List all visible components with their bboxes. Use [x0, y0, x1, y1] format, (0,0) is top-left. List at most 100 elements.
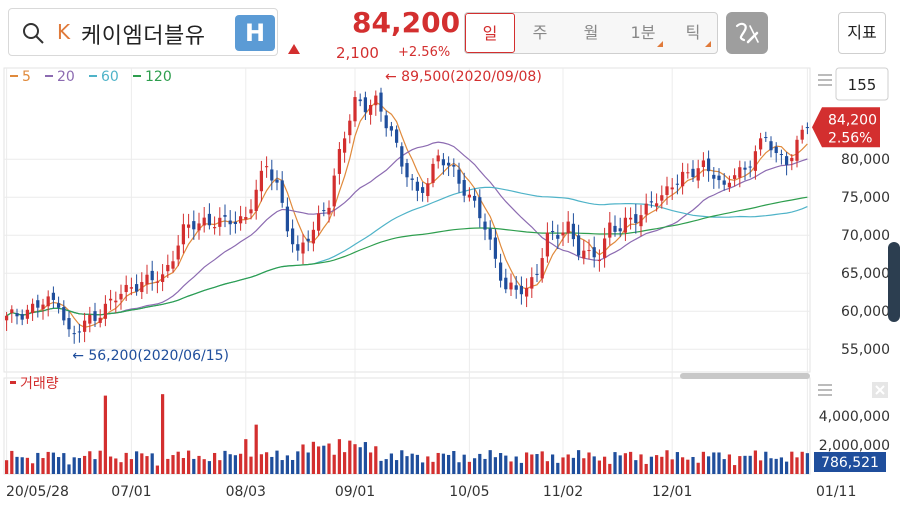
candle — [77, 323, 82, 343]
candle-body — [77, 331, 82, 333]
volume-bar — [431, 461, 435, 474]
volume-bar — [192, 458, 196, 474]
candle — [675, 174, 680, 195]
candle — [311, 221, 316, 252]
candle-body — [342, 138, 347, 153]
candle — [249, 199, 253, 220]
volume-bar — [800, 451, 804, 474]
volume-bar — [342, 452, 347, 474]
volume-bar — [712, 452, 716, 474]
tab-1[interactable]: 주 — [532, 23, 548, 42]
candle-body — [623, 217, 628, 233]
candle-body — [717, 175, 721, 181]
volume-bar — [124, 452, 128, 474]
h-button[interactable]: H — [235, 15, 275, 51]
chart-menu-icon — [818, 74, 832, 86]
candle-body — [218, 217, 222, 227]
candle-body — [493, 237, 498, 259]
volume-bar — [524, 452, 529, 474]
volume-bar — [181, 458, 186, 474]
volume-bar — [25, 457, 30, 474]
volume-bar — [337, 439, 342, 474]
volume-bar — [348, 440, 352, 474]
candle-body — [743, 167, 747, 170]
volume-bar — [166, 458, 170, 474]
candle — [686, 163, 690, 179]
candle — [228, 210, 232, 235]
volume-bar — [405, 456, 409, 474]
drawing-tool-button[interactable] — [726, 12, 768, 54]
candle-body — [498, 262, 503, 281]
stock-search-box[interactable]: K 케이엠더블유 H — [8, 8, 278, 56]
candle — [597, 249, 602, 272]
volume-bar — [582, 458, 586, 474]
volume-bar — [140, 453, 144, 474]
candle-body — [613, 225, 617, 232]
volume-bar — [561, 457, 565, 474]
search-icon[interactable] — [21, 21, 45, 45]
volume-bar — [62, 453, 66, 474]
candle — [218, 207, 222, 236]
candle — [30, 298, 35, 321]
candle-body — [327, 207, 331, 215]
indicator-button[interactable]: 지표 — [838, 12, 886, 54]
candle-body — [238, 216, 243, 224]
volume-bar — [457, 462, 461, 474]
volume-bar — [426, 456, 430, 474]
tab-4[interactable]: 틱 — [669, 13, 717, 53]
tab-3[interactable]: 1분 — [617, 13, 669, 53]
candle — [758, 132, 763, 156]
candle — [108, 289, 113, 310]
volume-bar — [374, 446, 378, 474]
candle — [46, 290, 50, 317]
candle-body — [150, 270, 154, 281]
candle-body — [634, 214, 638, 224]
volume-bar — [41, 458, 45, 474]
volume-bar — [10, 450, 14, 474]
volume-bar — [670, 459, 674, 474]
volume-bar — [176, 451, 180, 474]
chart-annotations: ← 89,500(2020/09/08) ← 56,200(2020/06/15) — [72, 69, 542, 364]
candle-body — [784, 156, 789, 165]
candle-body — [82, 320, 87, 332]
candle-body — [431, 163, 435, 183]
volume-bar — [249, 456, 253, 474]
candle-body — [25, 309, 30, 319]
volume-bar — [634, 460, 638, 474]
price-change-percent: +2.56% — [398, 45, 451, 60]
ma-legend-label: 20 — [57, 69, 75, 85]
volume-bar — [264, 452, 269, 474]
tab-2[interactable]: 월 — [583, 23, 599, 42]
candle-body — [592, 247, 596, 258]
candle-body — [93, 311, 97, 321]
candle — [478, 189, 482, 228]
price-chart[interactable]: 80,000 75,000 70,000 65,000 60,000 55,000 4,00… — [0, 66, 900, 506]
candle-body — [483, 221, 487, 230]
volume-bar — [327, 443, 331, 474]
stock-header: K 케이엠더블유 H 84,200 2,100 +2.56% 일 주 월 1분 틱 지표 — [0, 0, 900, 66]
date-tick-label: 11/02 — [543, 484, 583, 500]
candle — [353, 90, 357, 127]
candle — [259, 160, 264, 202]
candle — [561, 222, 565, 247]
volume-legend-label: 거래량 — [20, 376, 59, 392]
candle-body — [686, 172, 690, 174]
volume-bar — [597, 460, 602, 474]
volume-bar — [576, 450, 581, 474]
candle-body — [550, 231, 555, 233]
volume-bar — [722, 459, 726, 474]
stock-name[interactable]: 케이엠더블유 — [81, 24, 206, 49]
candle — [374, 90, 378, 116]
volume-bar — [504, 455, 508, 474]
candle — [202, 206, 206, 233]
candle — [410, 174, 414, 191]
tab-0[interactable]: 일 — [465, 13, 515, 53]
candle — [462, 172, 466, 203]
candle — [654, 193, 659, 212]
candle-body — [426, 183, 430, 197]
volume-bar — [207, 461, 212, 474]
volume-bar — [420, 462, 425, 474]
volume-bar — [389, 453, 394, 474]
candle-body — [410, 178, 414, 180]
volume-bar — [644, 463, 648, 474]
